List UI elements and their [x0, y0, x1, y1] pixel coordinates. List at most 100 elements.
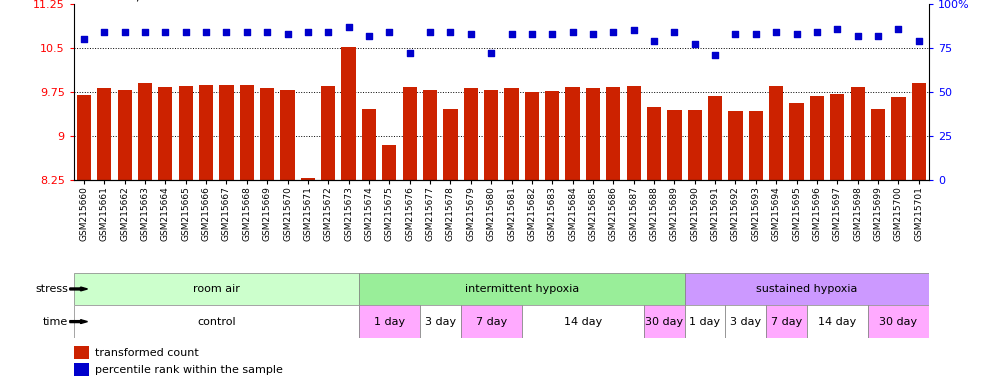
Point [870, 33, 886, 39]
Text: GDS3914 / 2315: GDS3914 / 2315 [74, 0, 177, 3]
Point [503, 31, 519, 37]
Bar [464, 88, 478, 180]
Point [626, 27, 642, 33]
Bar [382, 145, 396, 180]
Bar [138, 83, 152, 180]
Point [564, 29, 580, 35]
Point [137, 29, 152, 35]
Point [687, 41, 703, 48]
Point [157, 29, 173, 35]
Bar [341, 47, 356, 180]
Point [260, 29, 275, 35]
Bar [810, 96, 824, 180]
Bar [74, 346, 89, 359]
Text: 1 day: 1 day [689, 316, 721, 327]
Point [279, 31, 295, 37]
Bar [504, 88, 519, 180]
Bar [359, 305, 420, 338]
Bar [118, 90, 132, 180]
Point [361, 33, 376, 39]
Point [422, 29, 437, 35]
Point [218, 29, 234, 35]
Bar [219, 84, 234, 180]
Bar [831, 94, 844, 180]
Text: room air: room air [193, 284, 240, 294]
Point [402, 50, 418, 56]
Point [524, 31, 540, 37]
Text: 1 day: 1 day [374, 316, 405, 327]
Text: control: control [197, 316, 236, 327]
Bar [74, 305, 359, 338]
Bar [892, 97, 905, 180]
Point [484, 50, 499, 56]
Bar [749, 111, 763, 180]
Point [769, 29, 784, 35]
Bar [807, 305, 868, 338]
Point [76, 36, 91, 42]
Point [239, 29, 255, 35]
Bar [684, 305, 725, 338]
Text: time: time [42, 316, 68, 327]
Bar [868, 305, 929, 338]
Point [585, 31, 601, 37]
Bar [97, 88, 111, 180]
Bar [199, 85, 213, 180]
Bar [240, 85, 254, 180]
Point [707, 52, 723, 58]
Bar [158, 88, 172, 180]
Bar [301, 177, 315, 180]
Point [809, 29, 825, 35]
Bar [420, 305, 461, 338]
Bar [423, 90, 437, 180]
Point [911, 38, 927, 44]
Bar [688, 111, 702, 180]
Bar [77, 95, 91, 180]
Bar [769, 86, 783, 180]
Point [830, 25, 845, 31]
Bar [644, 305, 684, 338]
Bar [626, 86, 641, 180]
Point [381, 29, 397, 35]
Point [300, 29, 316, 35]
Bar [362, 109, 376, 180]
Point [320, 29, 336, 35]
Point [606, 29, 621, 35]
Point [442, 29, 458, 35]
Point [463, 31, 479, 37]
Text: percentile rank within the sample: percentile rank within the sample [95, 365, 283, 375]
Bar [461, 305, 522, 338]
Bar [607, 88, 620, 180]
Text: stress: stress [35, 284, 68, 294]
Point [199, 29, 214, 35]
Bar [789, 103, 804, 180]
Bar [708, 96, 723, 180]
Bar [525, 91, 539, 180]
Bar [871, 109, 885, 180]
Bar [728, 111, 742, 180]
Bar [359, 273, 684, 305]
Bar [484, 90, 498, 180]
Point [891, 25, 906, 31]
Text: transformed count: transformed count [95, 348, 199, 358]
Bar [766, 305, 807, 338]
Text: 14 day: 14 day [563, 316, 602, 327]
Bar [667, 110, 681, 180]
Point [748, 31, 764, 37]
Text: 7 day: 7 day [771, 316, 802, 327]
Point [727, 31, 743, 37]
Bar [911, 83, 926, 180]
Point [178, 29, 194, 35]
Bar [725, 305, 766, 338]
Point [646, 38, 662, 44]
Point [788, 31, 804, 37]
Bar [850, 88, 865, 180]
Text: intermittent hypoxia: intermittent hypoxia [465, 284, 579, 294]
Bar [684, 273, 929, 305]
Text: 14 day: 14 day [818, 316, 856, 327]
Point [96, 29, 112, 35]
Text: 30 day: 30 day [645, 316, 683, 327]
Bar [403, 88, 417, 180]
Text: 3 day: 3 day [425, 316, 456, 327]
Bar [565, 88, 580, 180]
Bar [522, 305, 644, 338]
